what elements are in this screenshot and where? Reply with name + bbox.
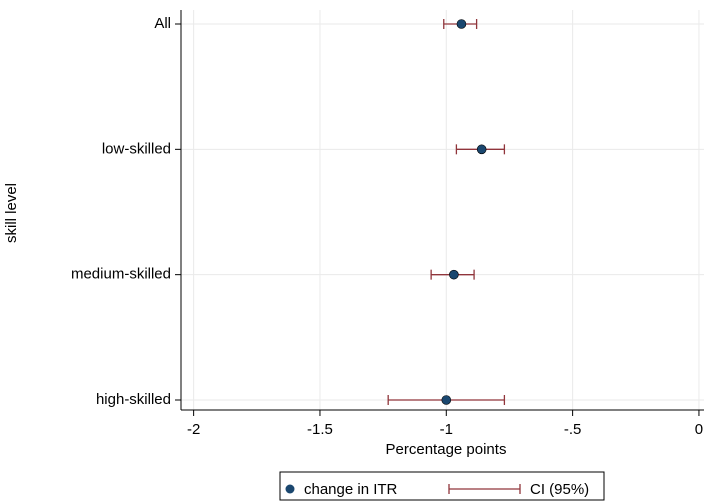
x-tick-label: -2 bbox=[187, 421, 200, 438]
y-tick-label: medium-skilled bbox=[71, 266, 171, 283]
legend-label: CI (95%) bbox=[530, 481, 589, 498]
x-tick-label: -.5 bbox=[564, 421, 582, 438]
y-tick-label: All bbox=[154, 15, 171, 32]
point bbox=[449, 269, 459, 280]
legend-box bbox=[279, 471, 605, 501]
legend-label: change in ITR bbox=[304, 481, 398, 498]
x-tick-label: -1.5 bbox=[307, 421, 333, 438]
point bbox=[476, 144, 487, 155]
y-axis-label: skill level bbox=[3, 183, 20, 243]
y-tick-label: high-skilled bbox=[96, 391, 171, 408]
x-axis-label: Percentage points bbox=[386, 441, 507, 458]
legend-marker bbox=[285, 484, 295, 494]
x-tick-label: 0 bbox=[695, 421, 703, 438]
x-tick-label: -1 bbox=[440, 421, 453, 438]
point bbox=[456, 19, 467, 29]
point bbox=[441, 395, 452, 405]
y-tick-label: low-skilled bbox=[102, 140, 171, 157]
